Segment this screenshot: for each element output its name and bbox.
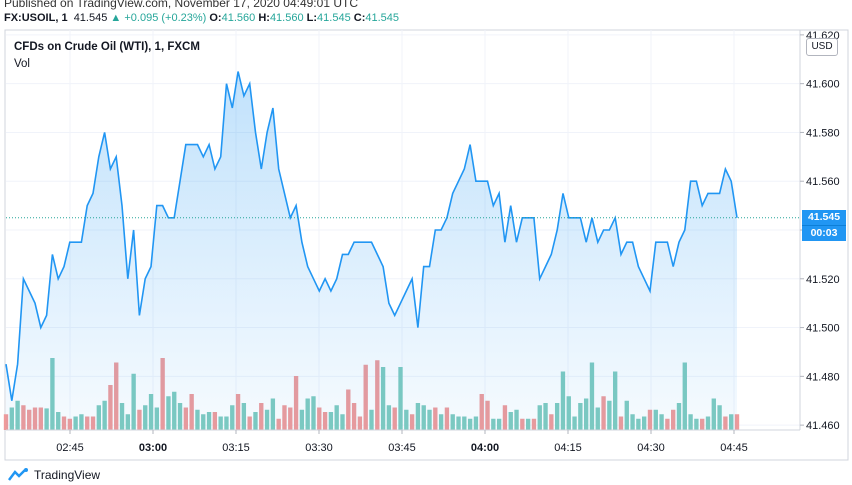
close-value: 41.545 [365, 12, 400, 24]
y-tick-label: 41.500 [806, 323, 840, 335]
x-tick-label: 04:00 [471, 442, 499, 454]
bar-countdown: 00:03 [802, 224, 846, 241]
tradingview-brand[interactable]: TradingView [34, 468, 101, 482]
high-label: H: [258, 12, 270, 24]
legend-volume: Vol [14, 58, 30, 70]
x-tick-label: 04:30 [637, 442, 665, 454]
x-tick-label: 04:45 [720, 442, 748, 454]
low-label: L: [306, 12, 318, 24]
time-axis[interactable]: 02:45 03:00 03:15 03:30 03:45 04:00 04:15 04:30… [6, 429, 800, 454]
chart-border [4, 29, 849, 461]
x-tick-label: 04:15 [554, 442, 582, 454]
low-value: 41.545 [317, 12, 351, 24]
x-tick-label: 03:45 [388, 442, 416, 454]
y-tick-label: 41.480 [806, 371, 840, 383]
legend-title: CFDs on Crude Oil (WTI), 1, FXCM [14, 41, 200, 53]
y-tick-label: 41.600 [806, 79, 840, 91]
last-price-tag-value: 41.545 [807, 210, 841, 223]
last-price-tag: 41.545 00:03 [802, 209, 846, 241]
x-tick-label: 03:00 [139, 442, 167, 454]
y-tick-label: 41.520 [806, 274, 840, 286]
close-label: C: [353, 12, 366, 24]
x-tick-label: 02:45 [56, 442, 84, 454]
x-tick-label: 03:30 [305, 442, 333, 454]
price-area [6, 71, 737, 430]
up-arrow-icon: ▲ [110, 12, 122, 24]
open-value: 41.560 [221, 12, 256, 24]
high-value: 41.560 [269, 12, 304, 24]
y-tick-label: 41.560 [806, 176, 840, 188]
y-tick-label: 41.580 [806, 127, 840, 139]
symbol-info: FX:USOIL, 1 41.545 ▲ +0.095 (+0.23%) O:4… [4, 12, 399, 24]
symbol-name[interactable]: FX:USOIL, 1 [4, 12, 68, 24]
price-change: +0.095 (+0.23%) [124, 12, 207, 24]
footer: TradingView [8, 468, 100, 482]
currency-button[interactable]: USD [806, 38, 838, 56]
y-tick-label: 41.460 [806, 420, 840, 432]
open-label: O: [209, 12, 222, 24]
published-line: Published on TradingView.com, November 1… [4, 0, 358, 10]
x-tick-label: 03:15 [222, 442, 250, 454]
last-price: 41.545 [73, 12, 108, 24]
tradingview-logo-icon [8, 468, 28, 481]
